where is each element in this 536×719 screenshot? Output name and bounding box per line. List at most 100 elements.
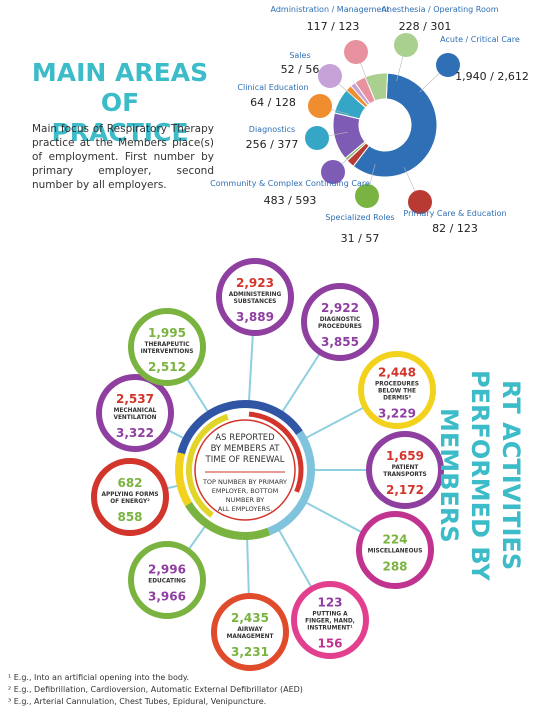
activity-primary: 224 [382,533,407,547]
center-text: TIME OF RENEWAL [205,455,285,465]
activity-bubble [96,374,174,452]
category-bubble [394,33,418,57]
activity-label: PROCEDURES [375,382,419,388]
category-label: Anesthesia / Operating Room [381,5,498,14]
activity-label: AIRWAY [237,627,263,633]
activity-all: 858 [117,510,142,524]
activity-label: PROCEDURES [318,324,362,330]
value-label: 117 / 123 [307,20,360,33]
activity-label: BELOW THE [378,389,416,395]
footnote: ² E.g., Defibrillation, Cardioversion, A… [8,685,303,694]
activity-all: 3,889 [236,310,274,324]
activity-all: 3,231 [231,645,269,659]
activity-label: DIAGNOSTIC [320,317,361,323]
category-label: Specialized Roles [325,213,394,222]
category-bubble [318,64,342,88]
activity-all: 156 [317,637,342,651]
activity-label: MANAGEMENT [227,634,274,640]
center-inner [194,419,296,521]
value-label: 483 / 593 [264,194,317,207]
activities-title: RT ACTIVITIES PERFORMED BY MEMBERS [435,369,525,581]
center-arc [248,411,304,493]
value-label: 228 / 301 [399,20,452,33]
activity-label: PUTTING A [312,612,348,618]
center-arc [185,501,271,540]
category-bubble [344,40,368,64]
value-label: 31 / 57 [341,232,380,245]
activity-all: 3,966 [148,590,186,604]
activity-bubble [91,458,169,536]
category-bubble [436,53,460,77]
activity-label: ADMINISTERING [229,292,282,298]
value-label: 52 / 56 [281,63,320,76]
center-note: TOP NUMBER BY PRIMARY [202,478,287,486]
activity-primary: 682 [117,476,142,490]
category-bubble [305,126,329,150]
footnote: ¹ E.g., Into an artificial opening into … [8,673,190,682]
activity-bubble [216,258,294,336]
activity-primary: 1,995 [148,326,186,340]
activity-primary: 1,659 [386,449,424,463]
activity-bubble [128,308,206,386]
practice-description: Main focus of Respiratory Therapy practi… [32,123,214,191]
center-arc [267,430,315,536]
footnote: ³ E.g., Arterial Cannulation, Chest Tube… [8,697,267,706]
value-label: 64 / 128 [250,96,296,109]
activity-label: THERAPEUTIC [145,342,190,348]
activity-label: MECHANICAL [114,408,157,414]
category-bubble [355,184,379,208]
center-text: BY MEMBERS AT [211,444,281,454]
activity-primary: 2,537 [116,392,154,406]
activity-all: 3,322 [116,426,154,440]
activity-bubble [128,541,206,619]
activity-primary: 2,996 [148,563,186,577]
activity-label: INSTRUMENT¹ [307,625,353,632]
category-label: Diagnostics [249,125,295,134]
activity-label: DERMIS³ [383,395,411,402]
activity-label: OF ENERGY² [110,498,150,505]
activity-bubble [356,511,434,589]
activity-label: EDUCATING [148,579,186,585]
activity-all: 2,172 [386,483,424,497]
value-label: 256 / 377 [246,138,299,151]
activity-label: VENTILATION [113,415,156,421]
activity-bubble [301,283,379,361]
donut-segment [352,72,438,178]
category-label: Clinical Education [237,83,308,92]
activity-primary: 2,435 [231,611,269,625]
donut-segment [364,72,389,102]
activity-bubble [358,351,436,429]
center-note: NUMBER BY [226,496,264,504]
activity-label: APPLYING FORMS [101,492,158,498]
category-bubble [321,160,345,184]
activity-all: 288 [382,560,407,574]
center-text: AS REPORTED [215,433,275,443]
category-label: Community & Complex Continuing Care [210,179,370,188]
value-label: 82 / 123 [432,222,478,235]
activity-label: TRANSPORTS [383,472,426,478]
activity-all: 2,512 [148,360,186,374]
category-label: Acute / Critical Care [440,35,520,44]
category-label: Primary Care & Education [403,209,506,218]
category-bubble [408,190,432,214]
activity-bubble [366,431,444,509]
center-note: ALL EMPLOYERS. [218,505,272,513]
activity-label: FINGER, HAND, [305,619,355,625]
category-label: Administration / Management [270,5,389,14]
activity-all: 3,229 [378,407,416,421]
center-arc [175,452,192,507]
activity-label: PATIENT [392,465,419,471]
activity-primary: 2,448 [378,366,416,380]
activity-bubble [291,581,369,659]
value-label: 1,940 / 2,612 [455,70,529,83]
center-arc [177,400,303,456]
activity-bubble [211,593,289,671]
footnotes: ¹ E.g., Into an artificial opening into … [8,672,303,708]
activity-primary: 2,923 [236,276,274,290]
activity-primary: 2,922 [321,301,359,315]
category-label: Sales [289,51,310,60]
activity-label: SUBSTANCES [234,299,277,305]
activity-label: MISCELLANEOUS [368,549,423,555]
